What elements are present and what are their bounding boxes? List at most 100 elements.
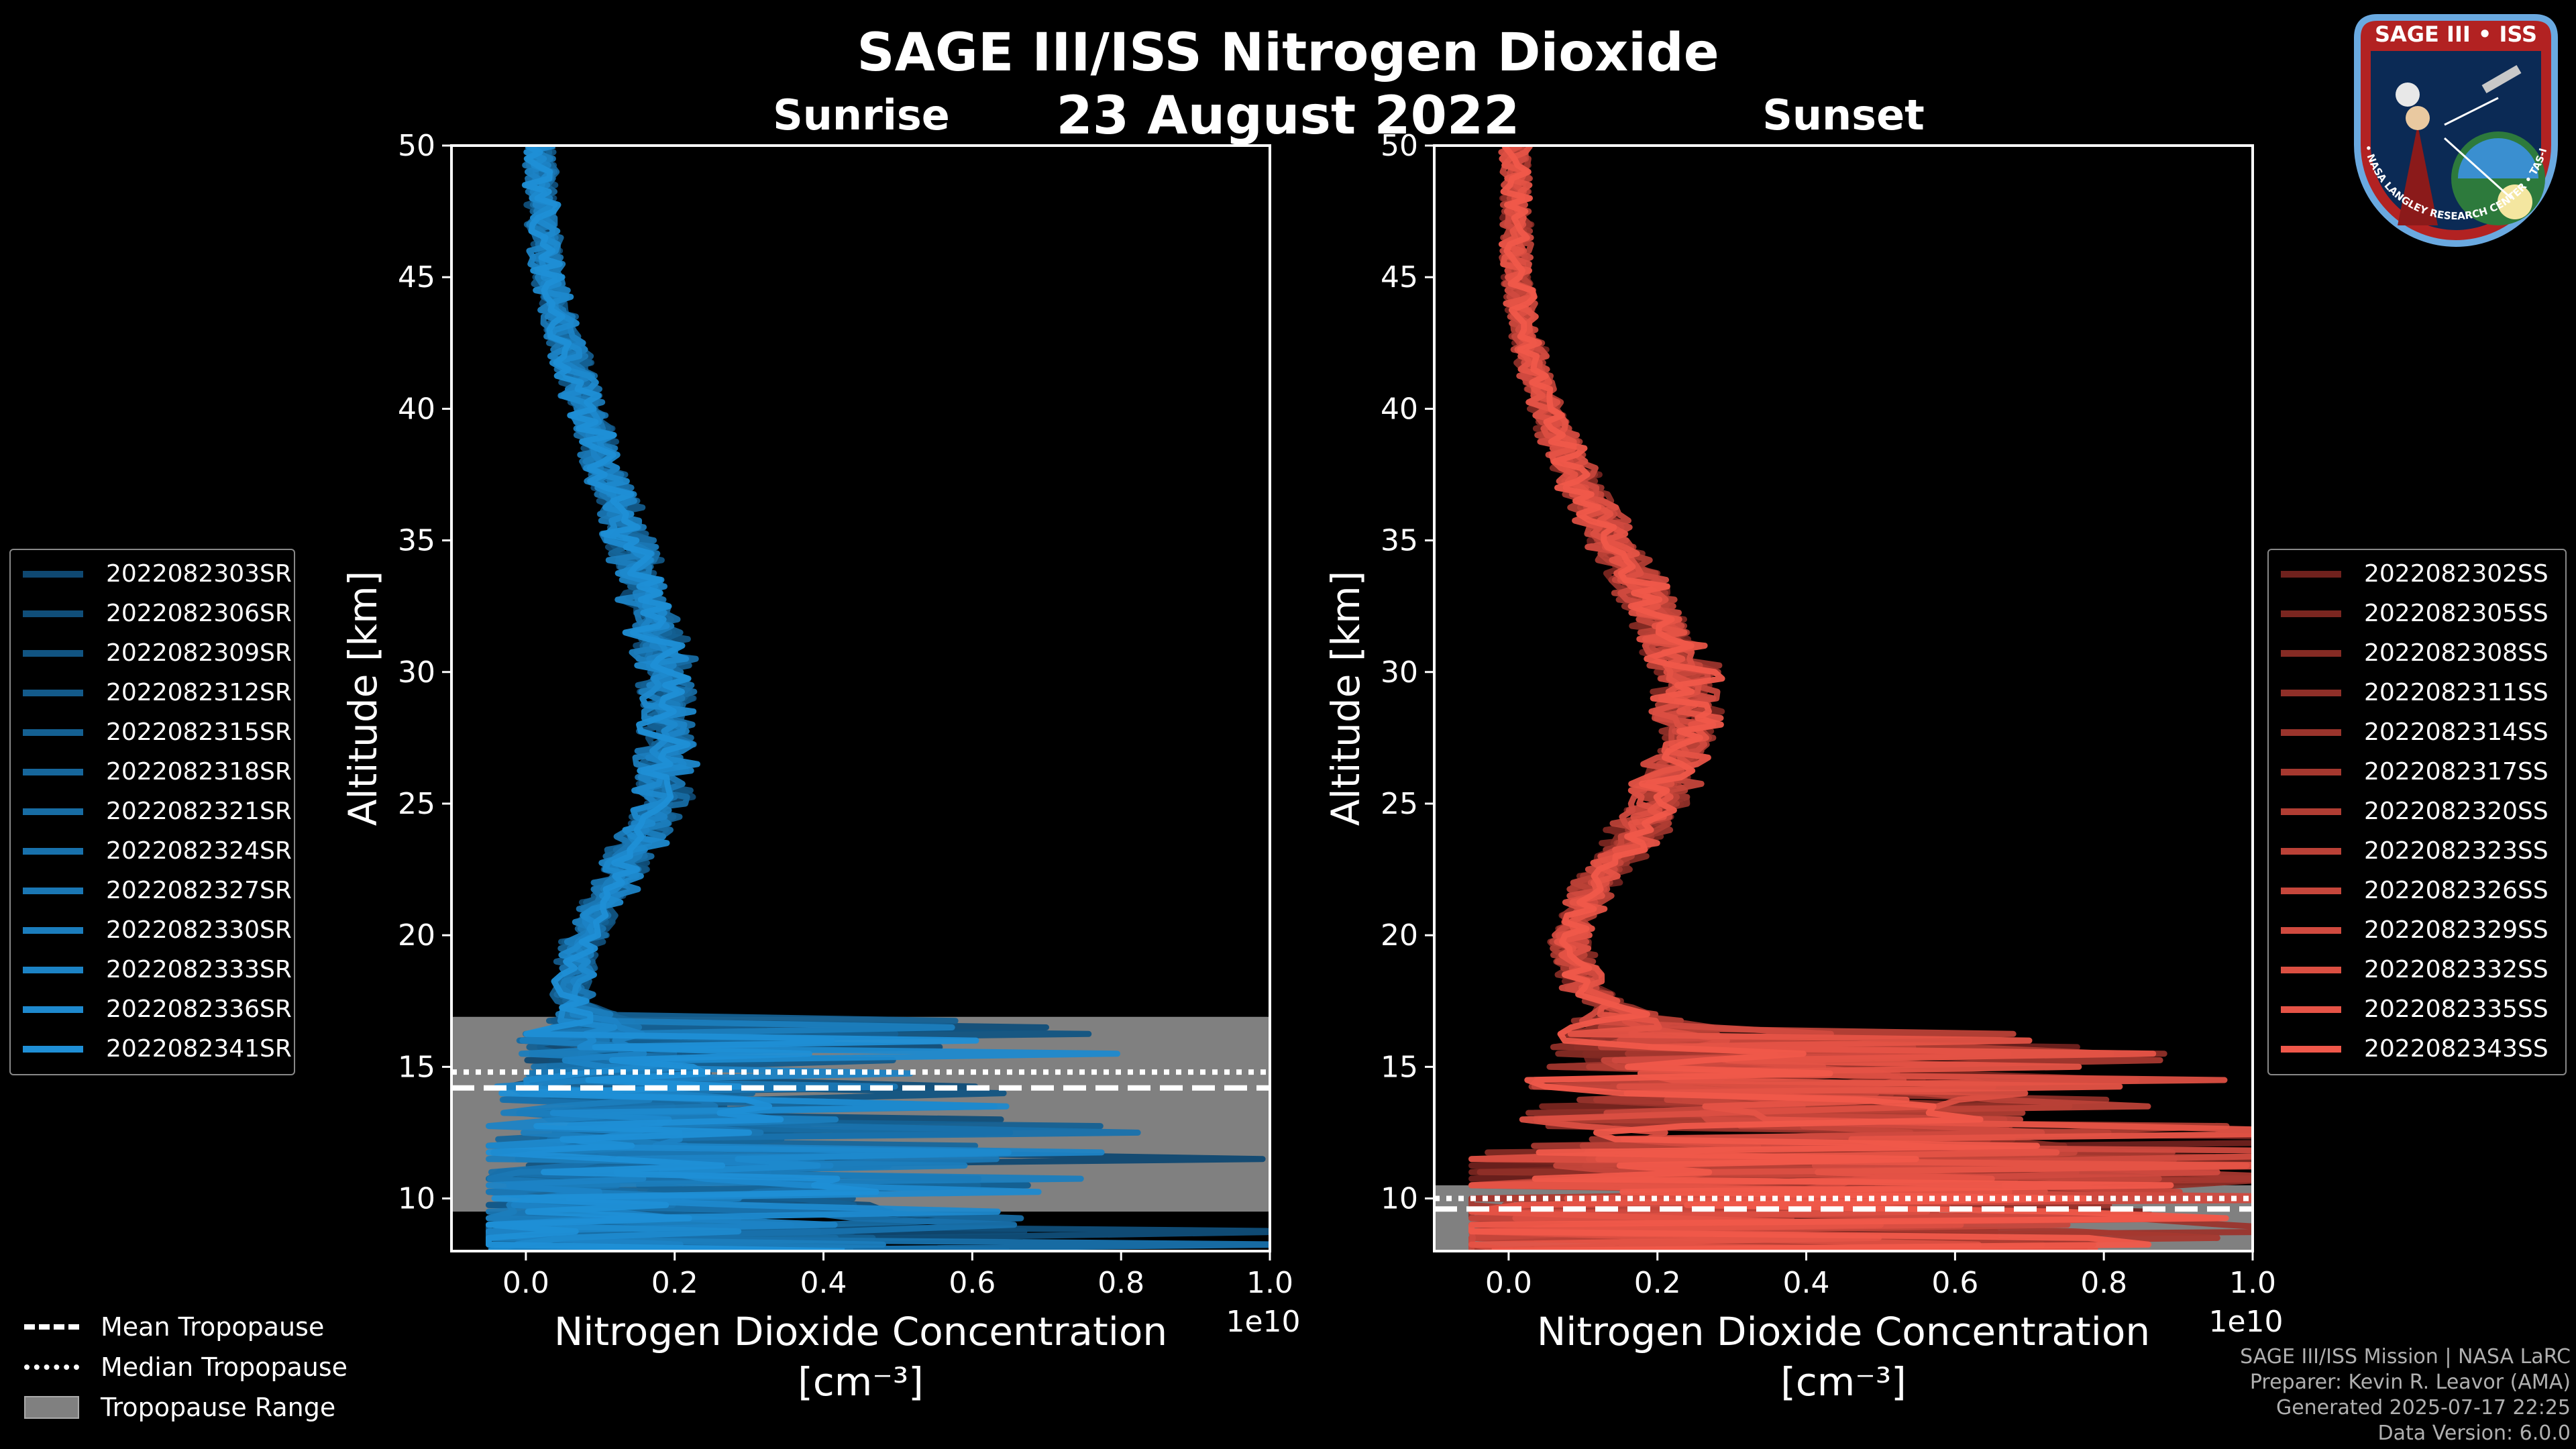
legend-series-label: 2022082343SS <box>2364 1035 2548 1063</box>
sunset-y-axis-label: Altitude [km] <box>1323 571 1368 826</box>
legend-series-label: 2022082333SR <box>106 956 292 983</box>
legend-series-label: 2022082314SS <box>2364 718 2548 746</box>
legend-line-swatch <box>23 847 83 855</box>
legend-line-swatch <box>23 768 83 775</box>
legend-line-swatch <box>23 649 83 657</box>
sunset-xtick-label: 0.4 <box>1783 1266 1830 1300</box>
sunrise-x-axis-label: Nitrogen Dioxide Concentration <box>554 1309 1167 1354</box>
sunrise-legend-item: 2022082309SR <box>11 633 294 673</box>
sunrise-xtick-label: 1.0 <box>1246 1266 1293 1300</box>
sunset-legend-item: 2022082314SS <box>2269 712 2565 752</box>
sunset-xtick-label: 0.2 <box>1634 1266 1681 1300</box>
iss-icon <box>2481 64 2522 94</box>
sunrise-legend-item: 2022082303SR <box>11 554 294 594</box>
legend-line-swatch <box>23 570 83 578</box>
legend-line-swatch <box>2281 1006 2341 1013</box>
sunset-legend-item: 2022082332SS <box>2269 950 2565 989</box>
sunrise-xtick-label: 0.0 <box>502 1266 549 1300</box>
sunset-legend-item: 2022082329SS <box>2269 910 2565 950</box>
sunset-legend-item: 2022082326SS <box>2269 871 2565 910</box>
sunset-legend-item: 2022082302SS <box>2269 554 2565 594</box>
legend-line-swatch <box>23 689 83 696</box>
sunrise-plot-area <box>451 146 1270 1251</box>
sunrise-ytick-label: 25 <box>398 787 435 821</box>
sunrise-xtick-label: 0.6 <box>949 1266 996 1300</box>
legend-line-swatch <box>2281 610 2341 617</box>
legend-line-swatch <box>2281 926 2341 934</box>
legend-line-swatch <box>23 1006 83 1013</box>
sunset-ytick-label: 30 <box>1381 655 1418 690</box>
legend-line-swatch <box>23 926 83 934</box>
legend-series-label: 2022082320SS <box>2364 798 2548 825</box>
dashed-line-swatch <box>24 1324 79 1330</box>
sunset-chart: 10 15 20 25 30 35 40 45 50 0.0 0.2 0.4 0.6 0.8 1.0 1e10… <box>1323 129 2284 1405</box>
legend-line-swatch <box>23 1045 83 1053</box>
sunrise-ytick-label: 50 <box>398 129 435 163</box>
legend-line-swatch <box>23 610 83 617</box>
sage-iii-iss-logo: SAGE III • ISS BALL • NASA LANGLEY RESEA… <box>2340 1 2568 259</box>
legend-line-swatch <box>23 966 83 973</box>
sunrise-profile-2022082341SR <box>486 146 979 1251</box>
sunset-ytick-label: 25 <box>1381 787 1418 821</box>
sunrise-legend-item: 2022082333SR <box>11 950 294 989</box>
legend-series-label: 2022082312SR <box>106 679 292 706</box>
sunset-legend-item: 2022082323SS <box>2269 831 2565 871</box>
sunrise-chart: 10 15 20 25 30 35 40 45 50 0.0 0.2 0.4 0.6 0.8 1.0 1e10… <box>340 129 1301 1405</box>
legend-median-tropopause: Median Tropopause <box>24 1347 347 1387</box>
sunset-ytick-label: 50 <box>1381 129 1418 163</box>
legend-series-label: 2022082329SS <box>2364 916 2548 944</box>
sunset-ytick-label: 40 <box>1381 392 1418 426</box>
legend-series-label: 2022082341SR <box>106 1035 292 1063</box>
sunrise-xtick-label: 0.2 <box>651 1266 698 1300</box>
legend-series-label: 2022082309SR <box>106 639 292 667</box>
legend-series-label: 2022082315SR <box>106 718 292 746</box>
sunset-legend-item: 2022082335SS <box>2269 989 2565 1029</box>
legend-median-label: Median Tropopause <box>101 1352 347 1382</box>
legend-series-label: 2022082302SS <box>2364 560 2548 588</box>
sunrise-legend-item: 2022082315SR <box>11 712 294 752</box>
legend-series-label: 2022082306SR <box>106 600 292 627</box>
sunset-plot-area <box>1434 146 2253 1251</box>
figure-date: 23 August 2022 <box>1056 86 1520 146</box>
sunset-legend-item: 2022082320SS <box>2269 792 2565 831</box>
sunset-panel-title: Sunset <box>1762 91 1925 140</box>
sunset-x-scale-label: 1e10 <box>2208 1305 2283 1339</box>
legend-line-swatch <box>2281 768 2341 775</box>
sunset-ytick-label: 35 <box>1381 524 1418 558</box>
sunrise-legend-item: 2022082336SR <box>11 989 294 1029</box>
sunset-ytick-label: 45 <box>1381 260 1418 294</box>
sunrise-panel-title: Sunrise <box>773 91 950 140</box>
legend-range-label: Tropopause Range <box>101 1393 336 1422</box>
footer-mission: SAGE III/ISS Mission | NASA LaRC <box>2240 1345 2571 1368</box>
sunset-legend-item: 2022082311SS <box>2269 673 2565 712</box>
sunrise-ytick-label: 35 <box>398 524 435 558</box>
sunset-legend-item: 2022082308SS <box>2269 633 2565 673</box>
sunrise-legend: 2022082303SR 2022082306SR 2022082309SR 2022… <box>9 549 295 1075</box>
sunset-x-axis-label: Nitrogen Dioxide Concentration <box>1537 1309 2150 1354</box>
sunrise-ytick-label: 45 <box>398 260 435 294</box>
legend-line-swatch <box>23 729 83 736</box>
sunset-axes-frame <box>1433 144 2254 1252</box>
legend-series-label: 2022082305SS <box>2364 600 2548 627</box>
moon-icon <box>2396 83 2420 107</box>
sunrise-ytick-label: 15 <box>398 1050 435 1084</box>
sunrise-profile-2022082336SR <box>486 146 1120 1251</box>
sunset-ytick-label: 10 <box>1381 1182 1418 1216</box>
sunset-xtick-label: 1.0 <box>2229 1266 2276 1300</box>
legend-line-swatch <box>2281 847 2341 855</box>
sunset-xtick-label: 0.0 <box>1485 1266 1532 1300</box>
legend-series-label: 2022082311SS <box>2364 679 2548 706</box>
legend-series-label: 2022082327SR <box>106 877 292 904</box>
sunset-x-axis-units: [cm⁻³] <box>1780 1359 1907 1405</box>
sunset-profile-2022082326SS <box>1468 146 2183 1251</box>
sunrise-legend-item: 2022082318SR <box>11 752 294 792</box>
legend-tropopause-range: Tropopause Range <box>24 1387 347 1428</box>
sunrise-y-axis-label: Altitude [km] <box>340 571 386 826</box>
wizard-figure-icon <box>2398 125 2438 225</box>
legend-series-label: 2022082308SS <box>2364 639 2548 667</box>
sunset-legend-item: 2022082317SS <box>2269 752 2565 792</box>
logo-title: SAGE III • ISS <box>2375 21 2537 47</box>
legend-line-swatch <box>2281 729 2341 736</box>
dotted-line-swatch <box>24 1364 79 1370</box>
